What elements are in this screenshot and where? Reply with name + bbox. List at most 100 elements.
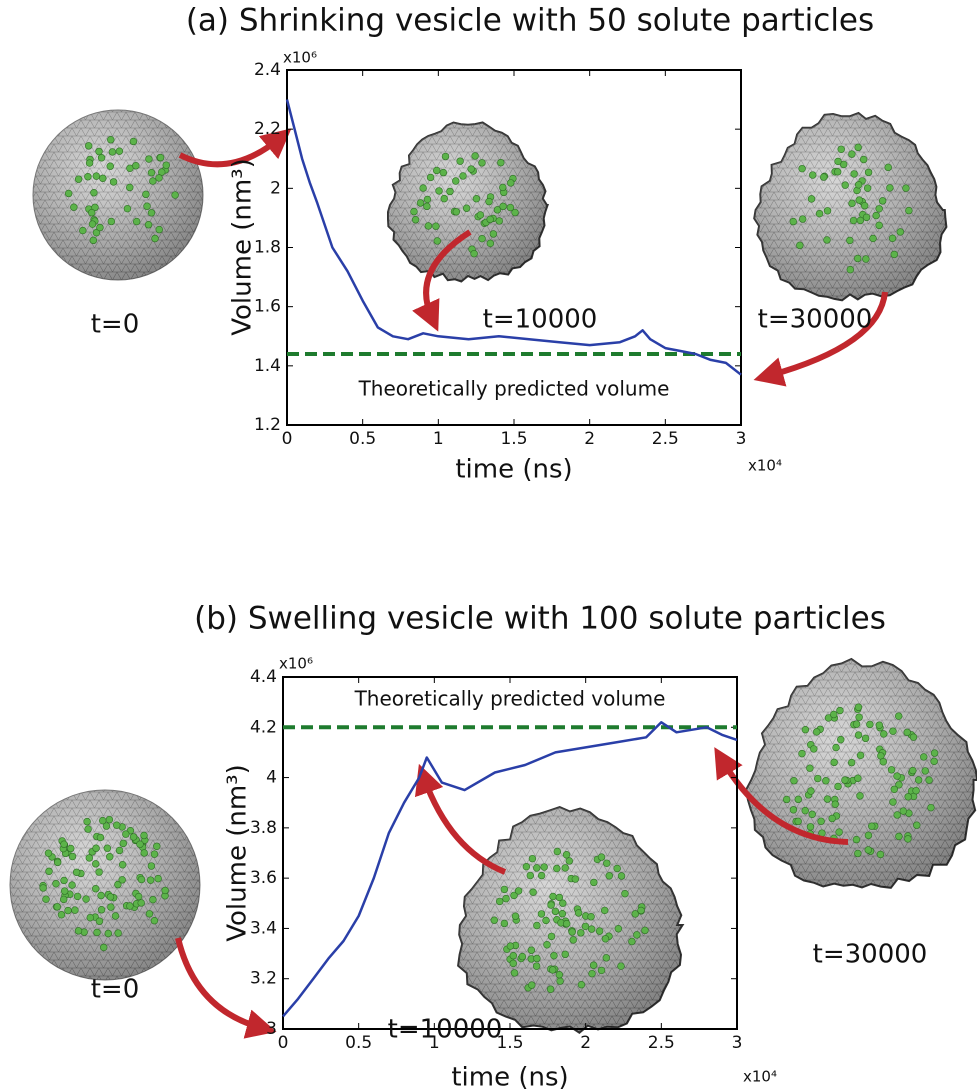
solute: [595, 927, 604, 935]
solute: [590, 878, 598, 887]
solute: [496, 897, 504, 906]
solute: [856, 751, 865, 760]
solute: [577, 929, 585, 937]
solute: [435, 187, 443, 195]
solute: [581, 922, 590, 931]
x-tick-label: 2: [584, 429, 595, 449]
solute: [478, 159, 486, 167]
solute: [411, 216, 420, 224]
annotation: t=30000: [758, 305, 873, 335]
solute: [533, 921, 541, 930]
solute: [510, 969, 519, 977]
solute: [509, 952, 518, 960]
solute: [904, 835, 912, 843]
solute: [85, 159, 94, 167]
x-tick-label: 1: [433, 429, 444, 449]
vesicle-shade: [754, 113, 947, 301]
solute: [836, 706, 844, 715]
solute: [913, 821, 921, 829]
solute: [142, 190, 150, 199]
solute: [107, 217, 116, 226]
solute: [914, 776, 923, 784]
solute: [478, 234, 486, 243]
y-axis-label: Volume (nm³): [228, 158, 258, 335]
solute: [93, 928, 101, 937]
solute: [824, 714, 833, 722]
solute: [39, 884, 47, 892]
solute: [84, 173, 92, 181]
solute: [866, 720, 874, 729]
solute: [868, 822, 876, 830]
solute: [493, 206, 502, 214]
solute: [60, 895, 68, 904]
solute: [432, 222, 440, 230]
solute: [140, 831, 148, 840]
solute: [154, 874, 162, 883]
solute: [895, 781, 903, 789]
solute: [533, 954, 541, 963]
data-line: [285, 99, 742, 376]
y-tick-label: 4.4: [250, 667, 277, 687]
solute: [506, 942, 515, 950]
solute: [83, 817, 91, 826]
solute: [561, 864, 569, 872]
solute: [555, 893, 564, 902]
solute: [471, 152, 479, 160]
x-axis-label: time (ns): [451, 1063, 568, 1092]
solute: [137, 899, 145, 907]
x-tick-label: 2: [580, 1033, 591, 1053]
solute: [53, 903, 61, 911]
solute: [837, 145, 845, 153]
solute: [597, 853, 606, 861]
solute: [518, 952, 527, 961]
solute: [856, 216, 865, 225]
solute: [875, 205, 883, 213]
solute: [890, 785, 898, 794]
solute: [809, 171, 817, 179]
solute: [798, 215, 807, 223]
annotation: t=10000: [388, 1015, 503, 1045]
solute: [839, 160, 848, 169]
solute: [509, 959, 517, 968]
solute: [854, 731, 863, 739]
solute: [577, 980, 586, 989]
solute: [856, 792, 864, 800]
solute: [60, 887, 69, 895]
solute: [565, 857, 573, 865]
solute: [416, 199, 425, 207]
solute: [95, 868, 103, 876]
solute: [426, 173, 435, 182]
solute: [423, 195, 432, 204]
solute: [497, 158, 505, 167]
solute: [486, 215, 494, 224]
solute: [549, 966, 557, 974]
solute: [641, 926, 649, 935]
solute: [499, 202, 507, 211]
solute: [147, 862, 156, 870]
solute: [902, 184, 910, 192]
solute: [126, 183, 134, 192]
solute: [854, 181, 863, 189]
solute: [60, 840, 68, 848]
y-tick-label: 2.2: [254, 119, 281, 139]
y-tick-label: 1.6: [254, 297, 281, 317]
solute: [806, 823, 815, 831]
solute: [60, 876, 68, 885]
solute: [514, 887, 523, 895]
solute: [568, 928, 576, 936]
solute: [617, 962, 625, 970]
solute: [822, 777, 830, 785]
solute: [835, 828, 843, 836]
solute: [895, 832, 903, 841]
solute: [813, 728, 821, 736]
solute: [526, 871, 535, 880]
solute: [528, 854, 537, 863]
solute: [161, 886, 169, 895]
solute: [472, 195, 481, 203]
solute: [546, 985, 555, 993]
solute: [823, 236, 831, 244]
solute: [537, 871, 546, 880]
vesicle: [457, 806, 685, 1034]
annotation: t=0: [91, 975, 140, 1005]
y-multiplier: x10⁶: [283, 49, 317, 67]
